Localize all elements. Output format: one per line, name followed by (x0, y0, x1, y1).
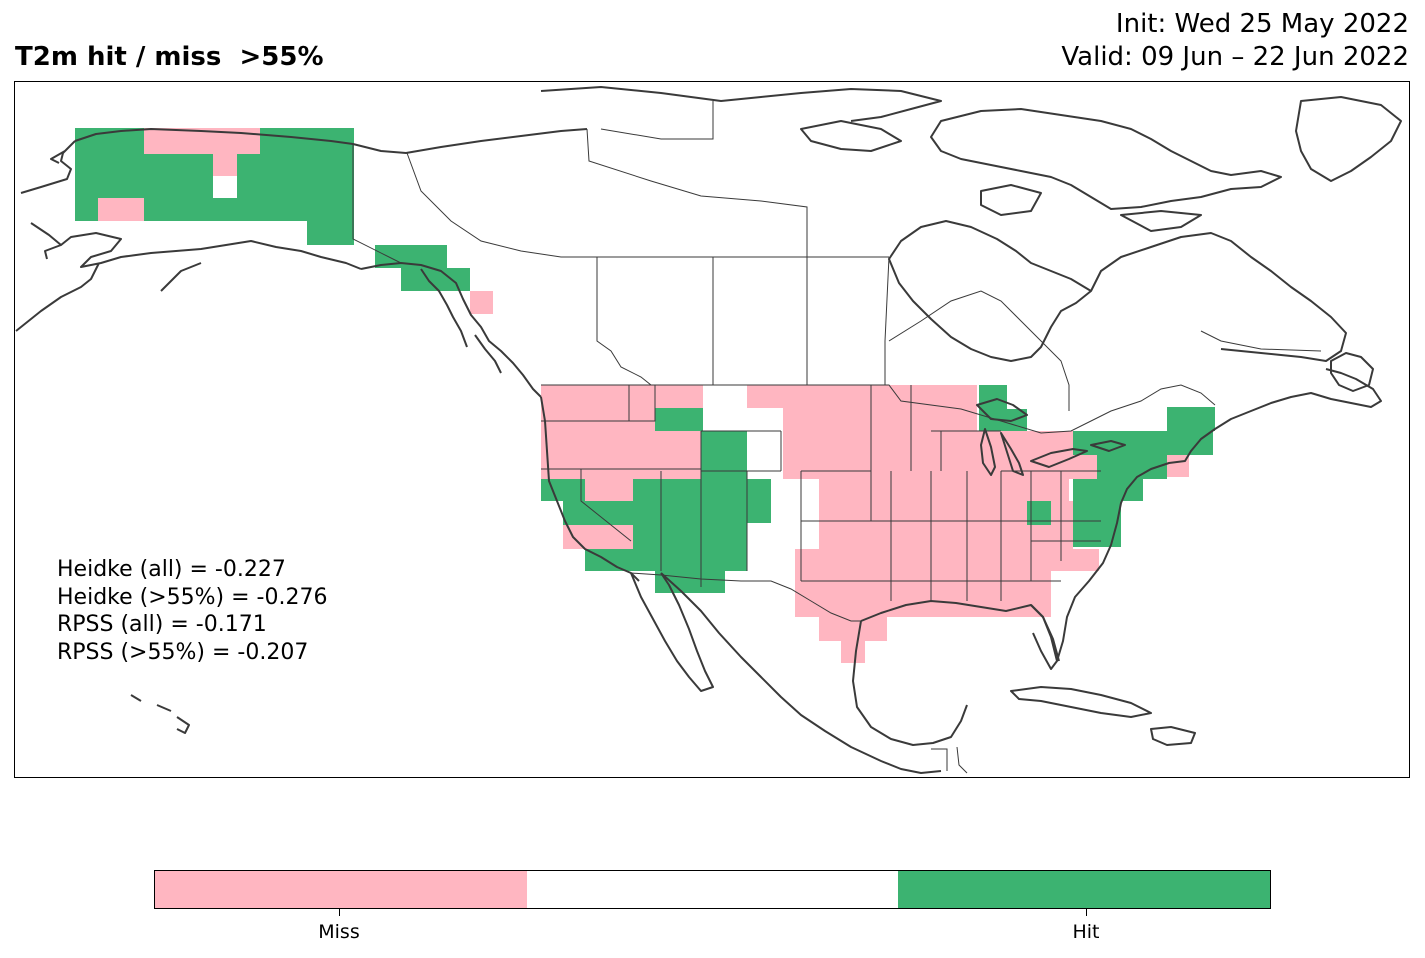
hit-cell-21 (541, 479, 585, 501)
hit-cell-54 (1121, 479, 1143, 501)
hit-cell-33 (655, 571, 725, 593)
hit-cell-30 (633, 525, 747, 549)
coastline-arctic (540, 86, 1402, 232)
coastline-great-lakes (976, 398, 1126, 476)
hit-cell-26 (633, 501, 747, 525)
coastline-useast (1056, 368, 1382, 662)
coastline-newfoundland (1330, 352, 1374, 392)
miss-cell-28 (563, 525, 609, 549)
colorbar (154, 870, 1271, 909)
colorbar-tick-hit (1086, 909, 1087, 916)
miss-cell-38 (795, 549, 1099, 571)
miss-cell-14 (541, 385, 655, 431)
heidke-55-score: Heidke (>55%) = -0.276 (57, 584, 328, 610)
hit-cell-6 (75, 198, 98, 221)
miss-cell-39 (795, 571, 1051, 595)
miss-cell-3 (213, 154, 237, 176)
rpss-all-score: RPSS (all) = -0.171 (57, 612, 267, 637)
colorbar-miss (155, 871, 527, 908)
coastline-florida (1030, 604, 1060, 662)
border-canada-provinces (406, 101, 1322, 411)
colorbar-label-hit: Hit (1072, 921, 1100, 943)
colorbar-neutral (526, 871, 899, 908)
coastline-hudson (888, 220, 1092, 362)
hit-cell-11 (401, 268, 470, 291)
coastline-cuba (1010, 686, 1196, 746)
hit-cell-59 (1143, 431, 1213, 455)
hit-cell-53 (1073, 479, 1121, 501)
colorbar-hit (898, 871, 1271, 908)
miss-cell-45 (1073, 455, 1097, 479)
hit-cell-4 (144, 154, 213, 198)
map-canvas (15, 86, 1402, 774)
miss-cell-40 (795, 595, 1051, 617)
hit-cell-10 (375, 245, 447, 268)
miss-cell-47 (1006, 479, 1030, 501)
miss-cell-37 (819, 525, 1073, 549)
init-date: Init: Wed 25 May 2022 (1115, 9, 1409, 39)
hit-cell-0 (75, 128, 145, 198)
hit-cell-9 (307, 221, 354, 245)
hit-cell-23 (633, 479, 747, 501)
political-borders (352, 101, 1322, 774)
hit-cell-19 (701, 431, 747, 479)
hit-cell-5 (237, 154, 260, 198)
coastline-hawaii (130, 694, 190, 734)
miss-cell-34 (783, 385, 977, 431)
verification-cells (75, 128, 1215, 663)
hit-cell-49 (979, 385, 1007, 409)
border-alaska-canada (352, 144, 402, 264)
score-panel: Heidke (all) = -0.227 Heidke (>55%) = -0… (57, 556, 327, 666)
miss-cell-29 (609, 525, 633, 549)
coastline-gulf (852, 600, 1058, 746)
rpss-55-score: RPSS (>55%) = -0.207 (57, 639, 309, 665)
miss-cell-42 (841, 641, 865, 663)
map-title: T2m hit / miss >55% (15, 42, 324, 72)
colorbar-label-miss: Miss (318, 921, 360, 943)
border-central-america (931, 746, 968, 774)
hit-cell-27 (747, 501, 771, 523)
coastlines (15, 86, 1402, 774)
miss-cell-16 (747, 385, 783, 408)
border-us-states (541, 385, 1101, 601)
coastline-bc (360, 262, 542, 398)
valid-range: Valid: 09 Jun – 22 Jun 2022 (1061, 42, 1409, 72)
miss-cell-22 (585, 479, 633, 501)
border-us-mexico (630, 572, 861, 622)
miss-cell-18 (541, 431, 701, 479)
heidke-all-score: Heidke (all) = -0.227 (57, 557, 286, 582)
hit-cell-24 (747, 479, 771, 501)
miss-cell-46 (1165, 455, 1189, 477)
miss-cell-15 (655, 385, 703, 408)
hit-cell-8 (144, 198, 354, 221)
hit-cell-25 (563, 501, 633, 525)
hit-cell-2 (260, 128, 354, 198)
miss-cell-13 (470, 291, 493, 314)
hit-cell-58 (1167, 407, 1215, 431)
coastline-mexico-west (630, 572, 942, 774)
hit-cell-17 (655, 408, 703, 431)
coastline-alaska (15, 128, 588, 332)
colorbar-tick-miss (339, 909, 340, 916)
coastline-uswest (540, 396, 640, 582)
map-panel (14, 81, 1410, 778)
miss-cell-7 (98, 198, 144, 221)
hit-cell-31 (585, 549, 655, 571)
coastline-labrador (1090, 232, 1347, 362)
